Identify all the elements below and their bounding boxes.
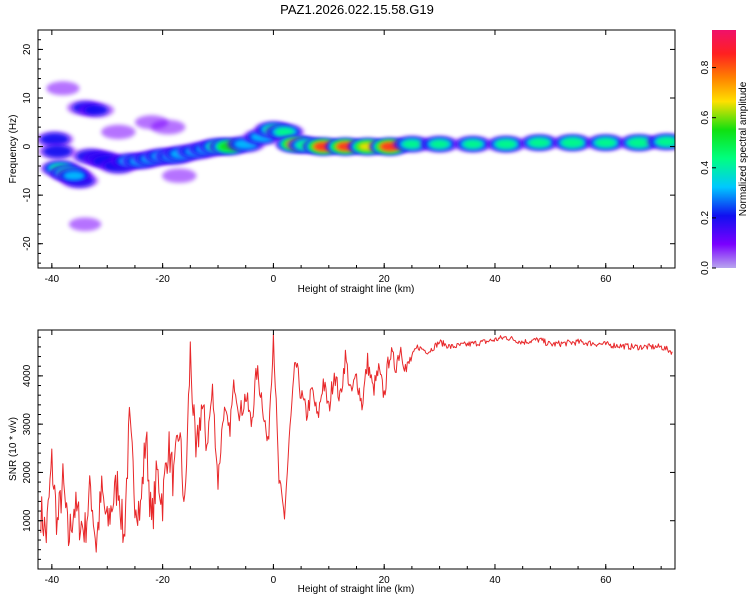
spectrogram-blob-31-level-3	[429, 139, 450, 149]
snr-x-tick-label: 20	[379, 575, 391, 586]
snr-x-tick-label: 0	[271, 575, 277, 586]
spectrogram-x-tick-label: 20	[379, 274, 391, 285]
spectrogram-blob-23-level-3	[274, 127, 295, 137]
snr-y-label: SNR (10 * v/v)	[8, 417, 19, 481]
spectrogram-y-ticks: -20 -10 0 10 20	[22, 29, 675, 264]
spectrogram-blobs	[38, 81, 675, 232]
spectrogram-blob-33-level-3	[495, 139, 517, 149]
spectrogram-y-label: Frequency (Hz)	[8, 115, 19, 184]
spectrogram-x-tick-label: -20	[155, 274, 170, 285]
spectrogram-blob-45-level-0	[68, 217, 102, 232]
colorbar-tick-label: 0.8	[700, 60, 711, 74]
spectrogram-y-tick-label: -10	[22, 187, 33, 202]
spectrogram-y-tick-label: 10	[22, 92, 33, 104]
spectrogram-blob-44-level-0	[150, 119, 186, 135]
colorbar-tick-label: 0.2	[700, 211, 711, 225]
snr-y-tick-label: 4000	[22, 364, 33, 387]
spectrogram-blob-38-level-3	[656, 136, 675, 147]
spectrogram-blob-37-level-3	[627, 137, 651, 148]
spectrogram-panel: -40 -20 0 20 40 60 -20 -10 0 10 20 Height of stra…	[8, 29, 676, 295]
spectrogram-y-tick-label: 0	[22, 143, 33, 149]
snr-x-label: Height of straight line (km)	[298, 584, 415, 595]
snr-frame	[37, 329, 676, 570]
colorbar-tick-label: 0.4	[700, 160, 711, 174]
spectrogram-x-ticks: -40 -20 0 20 40 60	[45, 30, 662, 285]
snr-y-tick-label: 3000	[22, 413, 33, 436]
snr-x-tick-label: 60	[600, 575, 612, 586]
spectrogram-blob-32-level-3	[463, 139, 483, 149]
spectrogram-x-tick-label: 60	[600, 274, 612, 285]
spectrogram-blob-46-level-0	[161, 168, 197, 183]
chart-title: PAZ1.2026.022.15.58.G19	[280, 2, 434, 17]
snr-x-tick-label: 40	[489, 575, 501, 586]
colorbar: 0.0 0.2 0.4 0.6 0.8 Normalized spectral ampl…	[700, 30, 749, 275]
snr-y-tick-label: 1000	[22, 509, 33, 532]
spectrogram-blob-42-level-0	[101, 124, 136, 140]
snr-y-tick-label: 2000	[22, 461, 33, 484]
colorbar-ticks: 0.0 0.2 0.4 0.6 0.8	[700, 60, 716, 275]
colorbar-label: Normalized spectral amplitude	[738, 81, 749, 216]
snr-x-tick-label: -20	[155, 575, 170, 586]
spectrogram-blob-36-level-3	[595, 137, 617, 148]
snr-y-ticks: 1000 2000 3000 4000	[22, 336, 675, 560]
snr-x-ticks: -40 -20 0 20 40 60	[45, 330, 662, 586]
spectrogram-y-tick-label: 20	[22, 43, 33, 55]
spectrogram-blob-3-level-1	[43, 145, 72, 158]
spectrogram-blob-40-level-1	[84, 104, 109, 116]
spectrogram-blob-30-level-3	[402, 139, 422, 149]
spectrogram-blob-2-level-1	[40, 133, 69, 146]
spectrogram-x-tick-label: 40	[489, 274, 501, 285]
colorbar-gradient	[712, 30, 736, 268]
spectrogram-y-tick-label: -20	[22, 236, 33, 251]
spectrogram-blob-34-level-3	[528, 137, 550, 148]
colorbar-tick-label: 0.6	[700, 110, 711, 124]
spectrogram-blob-5-level-2	[62, 170, 86, 181]
snr-series-line	[40, 333, 673, 553]
snr-x-tick-label: -40	[45, 575, 60, 586]
spectrogram-x-label: Height of straight line (km)	[298, 284, 415, 295]
spectrogram-x-tick-label: 0	[271, 274, 277, 285]
spectrogram-x-tick-label: -40	[45, 274, 60, 285]
spectrogram-blob-35-level-3	[561, 137, 585, 148]
snr-panel: -40 -20 0 20 40 60 1000 2000 3000 4000 Height of…	[8, 329, 676, 595]
spectrogram-blob-41-level-0	[46, 81, 80, 96]
colorbar-tick-label: 0.0	[700, 261, 711, 275]
